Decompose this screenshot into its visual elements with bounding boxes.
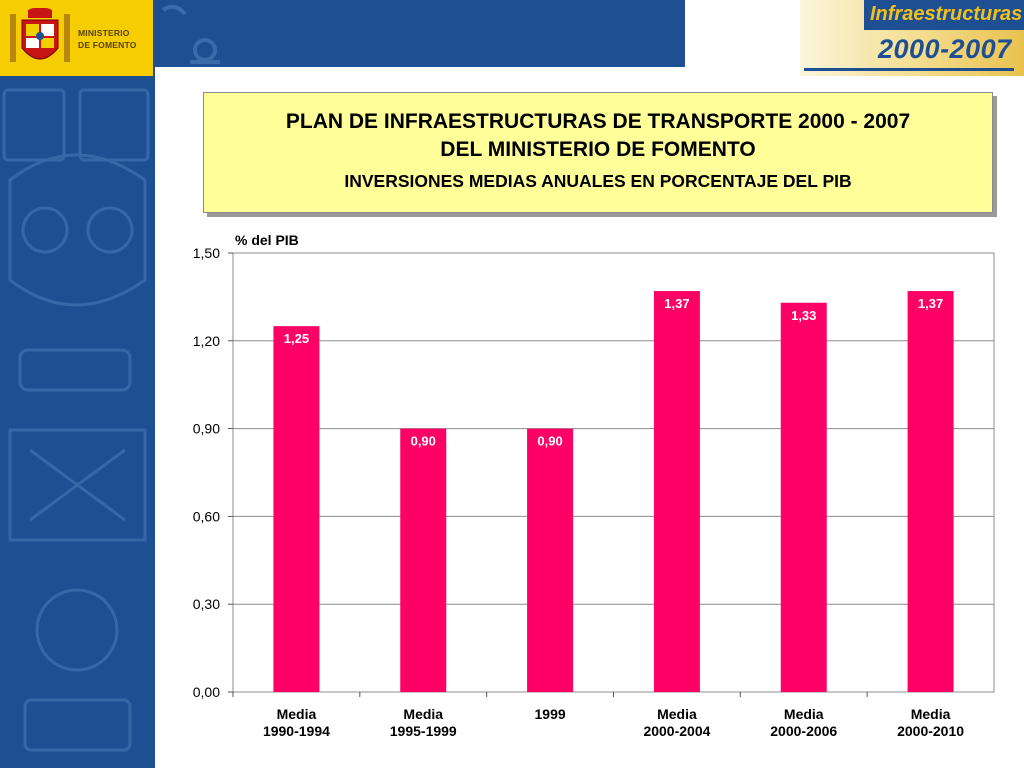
x-tick-label: Media [784, 706, 824, 722]
bar [527, 428, 574, 692]
logo-text-line1: MINISTERIO [78, 28, 130, 38]
y-tick-label: 1,50 [193, 245, 220, 261]
data-label: 1,37 [918, 296, 943, 311]
coat-of-arms-icon [10, 8, 70, 62]
y-tick-label: 0,90 [193, 421, 220, 437]
logo-text-line2: DE FOMENTO [78, 40, 137, 50]
x-tick-label: Media [657, 706, 697, 722]
data-label: 1,33 [791, 308, 816, 323]
x-tick-label: Media [911, 706, 951, 722]
coat-of-arms-watermark [2, 88, 150, 752]
brand-underline [804, 68, 1014, 71]
data-label: 0,90 [537, 434, 562, 449]
data-label: 1,25 [284, 331, 309, 346]
title-box: PLAN DE INFRAESTRUCTURAS DE TRANSPORTE 2… [203, 92, 993, 213]
x-tick-label: Media [403, 706, 443, 722]
brand-tag [864, 0, 1024, 30]
header-ornament [161, 4, 220, 64]
title-line-2: DEL MINISTERIO DE FOMENTO [440, 138, 756, 161]
y-tick-label: 1,20 [193, 333, 220, 349]
bar [273, 326, 320, 692]
x-tick-label: Media [277, 706, 317, 722]
ministry-logo: MINISTERIO DE FOMENTO [0, 0, 153, 76]
x-tick-label: 2000-2006 [770, 723, 837, 739]
bar [653, 291, 700, 692]
plan-brand-logo: Infraestructuras 2000-2007 [800, 0, 1024, 76]
bar [400, 428, 447, 692]
x-tick-label: 1990-1994 [263, 723, 330, 739]
x-tick-label: 1999 [535, 706, 566, 722]
sidebar-decoration: MINISTERIO DE FOMENTO [0, 0, 155, 768]
brand-title: Infraestructuras [870, 3, 1023, 25]
y-tick-label: 0,60 [193, 508, 220, 524]
data-label: 0,90 [411, 434, 436, 449]
x-tick-label: 2000-2004 [643, 723, 710, 739]
title-line-1: PLAN DE INFRAESTRUCTURAS DE TRANSPORTE 2… [285, 110, 911, 133]
y-axis-label: % del PIB [235, 232, 299, 248]
plot-area [232, 252, 995, 693]
bar [780, 302, 827, 692]
bar [907, 291, 954, 692]
x-tick-label: 2000-2010 [897, 723, 964, 739]
y-tick-label: 0,00 [193, 684, 220, 700]
data-label: 1,37 [664, 296, 689, 311]
title-subtitle: INVERSIONES MEDIAS ANUALES EN PORCENTAJE… [344, 171, 852, 191]
header-bar [155, 0, 685, 67]
bar-chart: 0,00 0,30 0,60 0,90 1,20 1,50 % del PIB 1,25 Med… [193, 232, 995, 739]
brand-years: 2000-2007 [878, 34, 1012, 64]
y-tick-label: 0,30 [193, 596, 220, 612]
x-tick-label: 1995-1999 [390, 723, 457, 739]
